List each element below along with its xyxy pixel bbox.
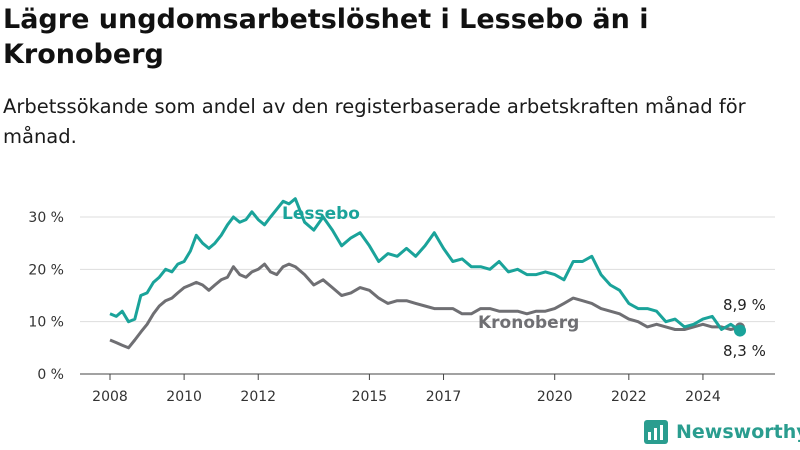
y-tick-label: 0 % bbox=[37, 367, 64, 383]
x-tick-label: 2020 bbox=[537, 389, 573, 405]
chart-title: Lägre ungdomsarbetslöshet i Lessebo än i… bbox=[3, 4, 649, 70]
series-label-kronoberg: Kronoberg bbox=[478, 313, 579, 333]
gridlines bbox=[80, 216, 775, 323]
end-label-lessebo: 8,3 % bbox=[723, 342, 766, 360]
x-tick-label: 2022 bbox=[611, 389, 647, 405]
x-tick-label: 2024 bbox=[685, 389, 721, 405]
end-label-kronoberg: 8,9 % bbox=[723, 296, 766, 314]
end-point-lessebo bbox=[734, 324, 746, 337]
x-tick-label: 2015 bbox=[352, 389, 388, 405]
series-line-lessebo bbox=[109, 197, 741, 332]
series-lines bbox=[109, 197, 746, 350]
newsworthy-logo[interactable]: Newsworthy bbox=[644, 418, 800, 446]
bar-chart-icon bbox=[644, 420, 668, 444]
x-tick-label: 2010 bbox=[166, 389, 202, 405]
y-tick-label: 30 % bbox=[28, 210, 64, 226]
chart-subtitle: Arbetssökande som andel av den registerb… bbox=[3, 95, 746, 148]
x-axis-ticks: 2008 2010 2012 2015 2017 2020 2022 2024 bbox=[92, 374, 721, 405]
y-tick-label: 20 % bbox=[28, 262, 64, 278]
x-tick-label: 2012 bbox=[240, 389, 276, 405]
brand-name: Newsworthy bbox=[676, 421, 800, 443]
series-label-lessebo: Lessebo bbox=[282, 204, 360, 224]
x-tick-label: 2008 bbox=[92, 389, 128, 405]
series-line-kronoberg bbox=[109, 262, 741, 350]
x-tick-label: 2017 bbox=[426, 389, 462, 405]
y-tick-label: 10 % bbox=[28, 315, 64, 331]
y-axis-ticks: 0 % 10 % 20 % 30 % bbox=[28, 210, 64, 383]
